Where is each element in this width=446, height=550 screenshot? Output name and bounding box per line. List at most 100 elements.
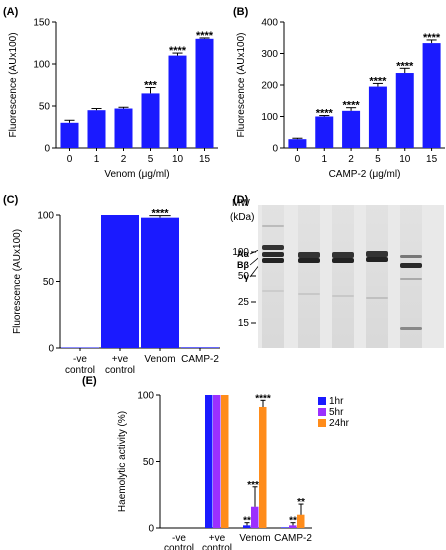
chart-b-significance: ****: [396, 60, 414, 72]
gel-image: [258, 205, 444, 348]
chart-e-legend-label: 24hr: [329, 418, 350, 429]
chart-e-x-tick-label: -ve: [172, 533, 186, 544]
chart-c-y-tick-label: 0: [48, 344, 54, 355]
gel-band: [298, 258, 320, 263]
gel-kda-label: (kDa): [230, 212, 254, 223]
gel-band: [298, 293, 320, 295]
chart-e-bar-24hr: [259, 406, 267, 528]
panel-label-c: (C): [3, 194, 19, 206]
chart-b-y-tick-label: 200: [261, 81, 278, 92]
chart-a-y-axis-label: Fluorescence (AUx100): [8, 32, 19, 137]
gel-band: [400, 278, 422, 280]
chart-a: 0 50 100 150 Fluorescence (AUx100) 0 1 2 *** 5 ***…: [8, 18, 218, 180]
chart-a-significance: ****: [169, 45, 187, 57]
chart-e-legend-swatch: [318, 419, 326, 427]
chart-e-significance: ****: [255, 393, 271, 404]
chart-e-significance: **: [289, 516, 297, 527]
gel-marker-label: 50: [238, 271, 250, 282]
chart-a-x-tick-label: 15: [199, 154, 211, 165]
chart-e-legend-swatch: [318, 408, 326, 416]
gel-band: [262, 258, 284, 263]
chart-c-x-tick-label: control: [65, 365, 95, 376]
chart-e-bar-1hr: [205, 395, 213, 528]
chart-c-x-tick-label: +ve: [112, 354, 129, 365]
chart-e-bar-1hr: [243, 525, 251, 528]
chart-b-bar: [368, 86, 387, 148]
chart-b-x-tick-label: 10: [399, 154, 411, 165]
chart-a-y-tick-label: 150: [33, 18, 50, 29]
chart-b-bar: [395, 73, 414, 148]
chart-c-bar: [141, 217, 179, 348]
chart-c-x-tick-label: -ve: [73, 354, 87, 365]
gel-band: [262, 252, 284, 257]
chart-c-bar: [61, 347, 99, 348]
gel-chain-label: γ: [244, 272, 249, 282]
chart-b-significance: ****: [369, 75, 387, 87]
gel-band: [366, 257, 388, 262]
chart-c-y-tick-label: 50: [43, 277, 55, 288]
gel-lane: [262, 205, 284, 348]
panel-label-b: (B): [233, 6, 249, 18]
chart-e-x-tick-label: control: [164, 543, 194, 550]
panel-label-a: (A): [3, 6, 19, 18]
chart-b-y-tick-label: 100: [261, 112, 278, 123]
chart-e-bar-24hr: [297, 514, 305, 528]
chart-a-bar: [60, 122, 79, 148]
gel-band: [400, 327, 422, 330]
chart-e-x-tick-label: control: [202, 543, 232, 550]
chart-c-x-tick-label: CAMP-2: [181, 354, 219, 365]
chart-a-x-tick-label: 0: [67, 154, 73, 165]
gel-band: [262, 225, 284, 227]
chart-b-x-tick-label: 15: [426, 154, 438, 165]
chart-a-y-tick-label: 0: [44, 144, 50, 155]
gel-lane: [400, 205, 422, 348]
chart-b-y-tick-label: 0: [272, 144, 278, 155]
chart-e-bar-5hr: [289, 525, 297, 528]
chart-e-significance: **: [243, 516, 251, 527]
chart-b-y-tick-label: 400: [261, 18, 278, 29]
gel-band: [332, 252, 354, 258]
chart-e-y-tick-label: 100: [137, 391, 154, 402]
chart-e-legend-label: 1hr: [329, 396, 344, 407]
chart-b-x-tick-label: 5: [375, 154, 381, 165]
gel-marker-label: 15: [238, 318, 250, 329]
chart-e-y-tick-label: 0: [148, 524, 154, 535]
chart-e-y-tick-label: 50: [143, 457, 155, 468]
chart-e-x-tick-label: +ve: [209, 533, 226, 544]
panel-label-d: (D): [233, 194, 249, 206]
chart-e-bar-24hr: [221, 395, 229, 528]
chart-a-x-tick-label: 1: [94, 154, 100, 165]
chart-b-bar: [422, 43, 441, 149]
gel-band: [262, 245, 284, 250]
gel-band: [400, 263, 422, 268]
chart-b-y-tick-label: 300: [261, 49, 278, 60]
chart-b-significance: ****: [316, 108, 334, 120]
chart-a-y-tick-label: 100: [33, 60, 50, 71]
chart-a-bar: [114, 108, 133, 148]
gel-band: [366, 297, 388, 299]
chart-c-y-axis-label: Fluorescence (AUx100): [12, 229, 23, 334]
chart-b-x-axis-label: CAMP-2 (μg/ml): [329, 169, 401, 180]
chart-b-bar: [342, 110, 361, 148]
chart-a-x-tick-label: 5: [148, 154, 154, 165]
chart-c-y-tick-label: 100: [37, 211, 54, 222]
chart-a-significance: ***: [144, 80, 158, 92]
chart-c-significance: ****: [151, 208, 169, 220]
chart-a-x-axis-label: Venom (μg/ml): [104, 169, 169, 180]
gel-marker-label: 100: [232, 247, 249, 258]
chart-e-significance: **: [297, 497, 305, 508]
chart-a-significance: ****: [196, 30, 214, 42]
chart-a-bar: [168, 55, 187, 148]
chart-b-significance: ****: [423, 32, 441, 44]
chart-e-y-axis-label: Haemolytic activity (%): [117, 411, 128, 512]
chart-a-x-tick-label: 2: [121, 154, 127, 165]
gel-chain-label: Aα: [237, 249, 249, 259]
chart-e-bar-5hr: [213, 395, 221, 528]
gel-chain-label: Bβ: [237, 260, 249, 270]
chart-c-x-tick-label: control: [105, 365, 135, 376]
gel-lane: [332, 205, 354, 348]
chart-b-bar: [288, 139, 307, 148]
chart-a-bar: [195, 38, 214, 148]
